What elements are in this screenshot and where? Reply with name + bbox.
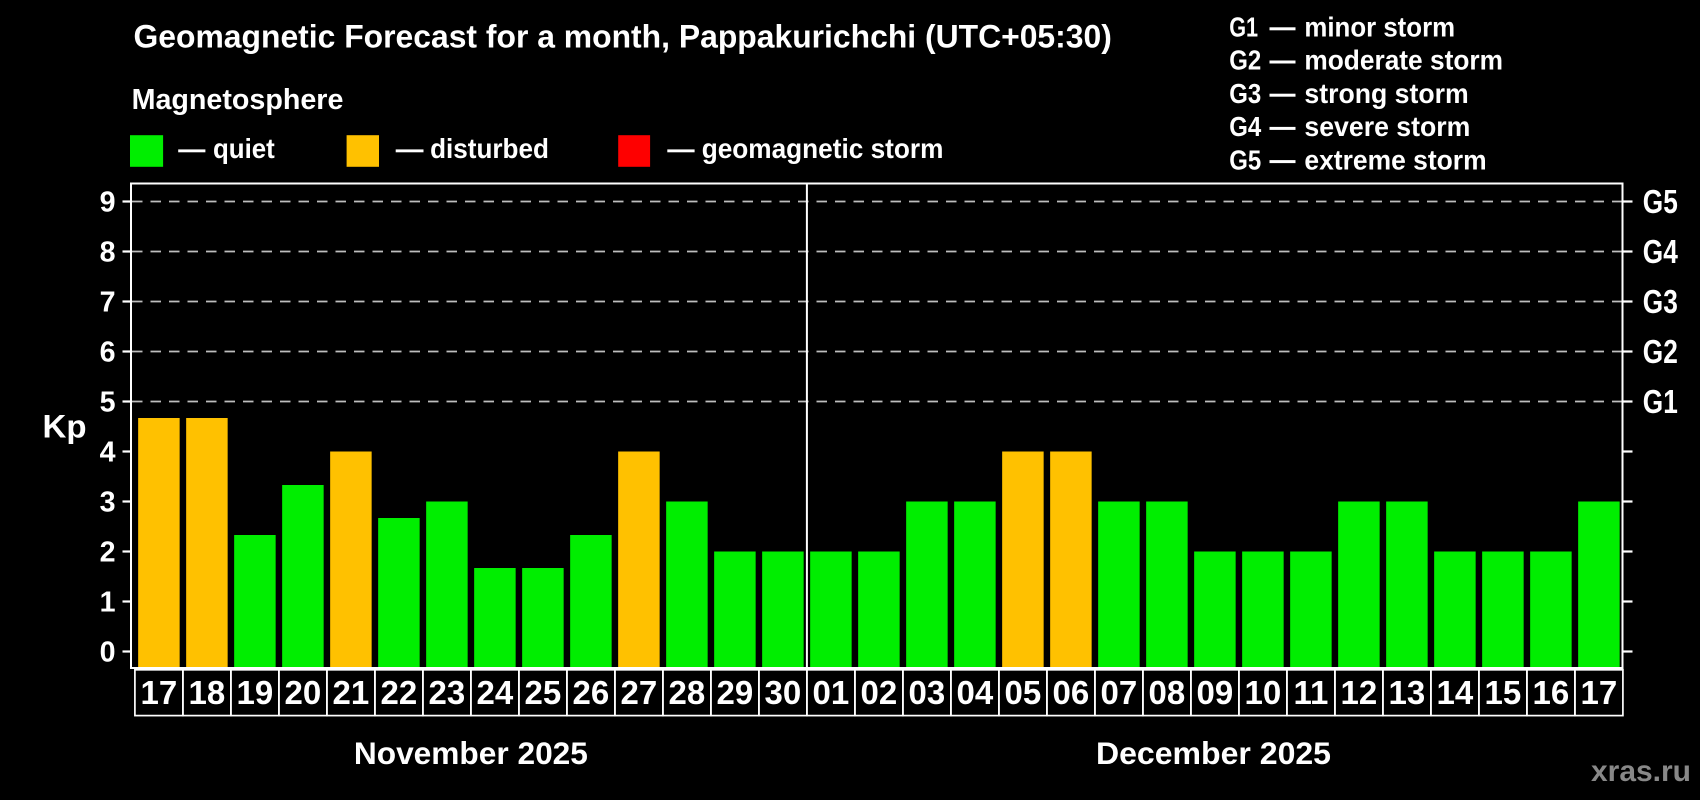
svg-text:December 2025: December 2025 (1096, 736, 1331, 771)
svg-text:22: 22 (381, 674, 418, 711)
svg-text:28: 28 (669, 674, 706, 711)
svg-text:G4: G4 (1643, 233, 1679, 270)
svg-text:Magnetosphere: Magnetosphere (132, 84, 344, 116)
svg-text:02: 02 (861, 674, 898, 711)
svg-text:03: 03 (909, 674, 946, 711)
svg-text:G3: G3 (1643, 283, 1678, 320)
svg-text:08: 08 (1149, 674, 1186, 711)
svg-text:17: 17 (141, 674, 178, 711)
svg-text:25: 25 (525, 674, 562, 711)
svg-text:extreme storm: extreme storm (1304, 144, 1486, 175)
svg-text:13: 13 (1389, 674, 1426, 711)
svg-text:9: 9 (100, 186, 116, 218)
svg-text:G3: G3 (1229, 78, 1261, 109)
svg-text:disturbed: disturbed (430, 133, 549, 164)
svg-text:14: 14 (1437, 674, 1474, 711)
svg-text:Kp: Kp (43, 408, 87, 445)
svg-text:20: 20 (285, 674, 322, 711)
svg-text:16: 16 (1533, 674, 1570, 711)
svg-text:geomagnetic storm: geomagnetic storm (702, 133, 944, 164)
svg-text:November 2025: November 2025 (354, 736, 588, 771)
svg-text:26: 26 (573, 674, 610, 711)
svg-text:30: 30 (765, 674, 802, 711)
svg-text:xras.ru: xras.ru (1591, 755, 1691, 788)
svg-text:01: 01 (813, 674, 850, 711)
svg-text:Geomagnetic Forecast for a mon: Geomagnetic Forecast for a month, Pappak… (134, 19, 1112, 55)
svg-text:G1: G1 (1229, 12, 1258, 43)
svg-text:quiet: quiet (213, 133, 275, 164)
svg-text:G2: G2 (1229, 45, 1261, 76)
svg-text:4: 4 (100, 436, 116, 468)
svg-text:04: 04 (957, 674, 994, 711)
svg-text:06: 06 (1053, 674, 1090, 711)
svg-text:G1: G1 (1643, 383, 1678, 420)
svg-text:21: 21 (333, 674, 370, 711)
svg-text:15: 15 (1485, 674, 1522, 711)
svg-text:7: 7 (100, 286, 116, 318)
svg-text:05: 05 (1005, 674, 1042, 711)
svg-text:minor storm: minor storm (1304, 12, 1455, 43)
svg-text:17: 17 (1581, 674, 1618, 711)
svg-text:18: 18 (189, 674, 226, 711)
svg-text:G5: G5 (1229, 144, 1261, 175)
svg-text:11: 11 (1293, 674, 1328, 711)
svg-text:09: 09 (1197, 674, 1234, 711)
svg-text:2: 2 (100, 536, 116, 568)
svg-text:5: 5 (100, 386, 116, 418)
svg-text:G4: G4 (1229, 111, 1261, 142)
svg-text:29: 29 (717, 674, 754, 711)
svg-text:strong storm: strong storm (1304, 78, 1468, 109)
svg-text:3: 3 (100, 486, 116, 518)
svg-text:27: 27 (621, 674, 658, 711)
svg-text:12: 12 (1341, 674, 1378, 711)
svg-text:moderate storm: moderate storm (1304, 45, 1503, 76)
svg-text:07: 07 (1101, 674, 1138, 711)
svg-text:10: 10 (1245, 674, 1282, 711)
svg-text:severe storm: severe storm (1304, 111, 1470, 142)
svg-text:6: 6 (100, 336, 116, 368)
svg-text:19: 19 (237, 674, 274, 711)
svg-text:24: 24 (477, 674, 514, 711)
svg-text:0: 0 (100, 636, 116, 668)
svg-text:G2: G2 (1643, 333, 1678, 370)
svg-text:23: 23 (429, 674, 466, 711)
svg-text:G5: G5 (1643, 183, 1678, 220)
svg-text:1: 1 (100, 586, 116, 618)
svg-text:8: 8 (100, 236, 116, 268)
